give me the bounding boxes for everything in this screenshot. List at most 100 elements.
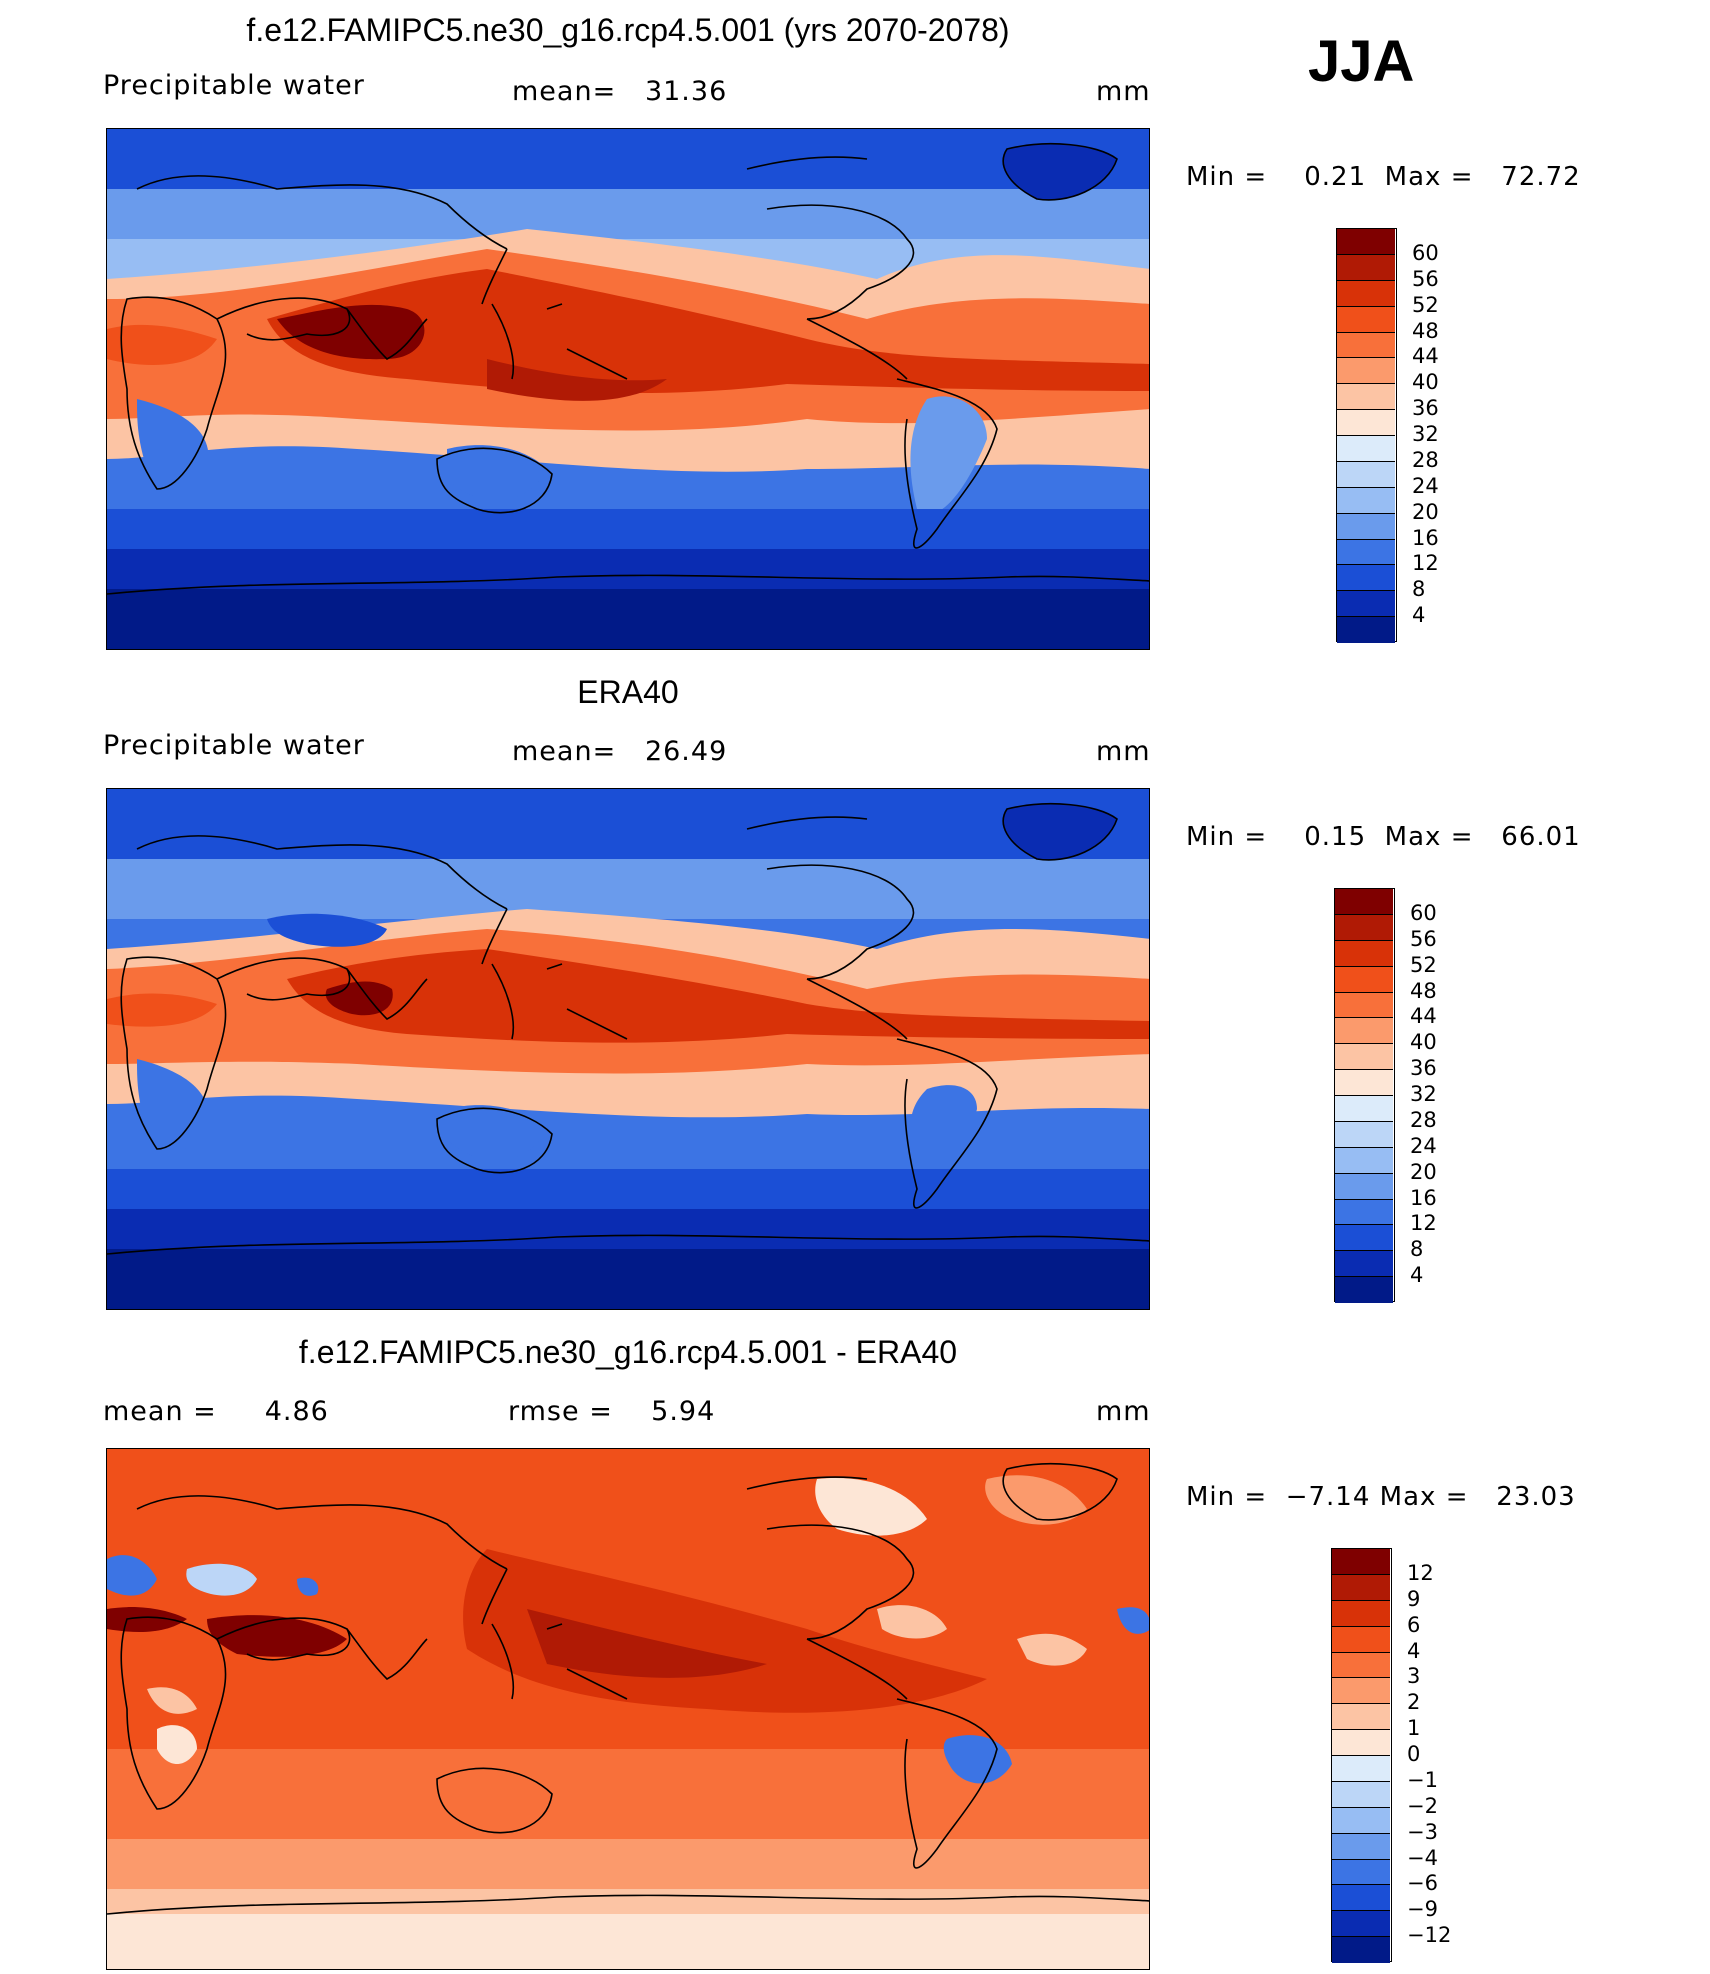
- colorbar-swatch: [1335, 966, 1393, 993]
- panel-1-title: f.e12.FAMIPC5.ne30_g16.rcp4.5.001 (yrs 2…: [246, 12, 1010, 48]
- colorbar-tick-label: 4: [1412, 603, 1426, 628]
- colorbar-tick-label: 24: [1412, 473, 1439, 498]
- season-label: JJA: [1308, 29, 1415, 94]
- colorbar-swatch: [1337, 513, 1395, 540]
- colorbar-swatch: [1335, 1018, 1393, 1045]
- colorbar-swatch: [1337, 280, 1395, 307]
- panel-1-map-field: [107, 129, 1149, 649]
- colorbar-swatch: [1332, 1600, 1390, 1627]
- colorbar-swatch: [1337, 229, 1395, 255]
- colorbar-tick-label: 12: [1410, 1211, 1437, 1236]
- colorbar-swatch: [1332, 1937, 1390, 1963]
- colorbar-swatch: [1337, 539, 1395, 566]
- colorbar-swatch: [1332, 1859, 1390, 1886]
- colorbar-swatch: [1337, 617, 1395, 643]
- colorbar-swatch: [1332, 1807, 1390, 1834]
- colorbar-tick-label: 0: [1407, 1742, 1421, 1766]
- panel-2-title: ERA40: [577, 674, 679, 710]
- colorbar-tick-label: 44: [1410, 1004, 1437, 1029]
- colorbar-tick-label: 48: [1412, 318, 1439, 343]
- panel-1-max-value: 72.72: [1501, 162, 1581, 192]
- colorbar-swatch: [1335, 889, 1393, 915]
- panel-2-min-value: 0.15: [1304, 822, 1367, 852]
- colorbar-tick-label: −12: [1407, 1923, 1452, 1948]
- colorbar-tick-label: 52: [1410, 952, 1437, 977]
- panel-1-colorbar-swatches: [1336, 228, 1397, 643]
- panel-3-rmse-label: rmse = 5.94: [508, 1396, 716, 1427]
- panel-2-map-field: [107, 789, 1149, 1309]
- panel-3-map: [106, 1448, 1150, 1970]
- colorbar-tick-label: −9: [1407, 1897, 1438, 1922]
- colorbar-swatch: [1335, 1251, 1393, 1278]
- colorbar-swatch: [1335, 992, 1393, 1019]
- colorbar-swatch: [1337, 384, 1395, 411]
- panel-1-field-label: Precipitable water: [103, 70, 365, 101]
- panel-3-max-value: 23.03: [1496, 1482, 1576, 1512]
- colorbar-tick-label: 24: [1410, 1133, 1437, 1158]
- colorbar-tick-label: 56: [1412, 266, 1439, 291]
- panel-1-mean-value: 31.36: [644, 76, 728, 107]
- colorbar-tick-label: −4: [1407, 1845, 1438, 1870]
- colorbar-tick-label: 16: [1412, 525, 1439, 550]
- colorbar-swatch: [1335, 914, 1393, 941]
- colorbar-tick-label: 60: [1412, 240, 1439, 265]
- panel-3-mean-value: 4.86: [264, 1396, 329, 1427]
- colorbar-tick-label: 56: [1410, 926, 1437, 951]
- panel-1-map: [106, 128, 1150, 650]
- panel-3-unit: mm: [1096, 1396, 1151, 1427]
- colorbar-swatch: [1332, 1678, 1390, 1705]
- colorbar-swatch: [1332, 1781, 1390, 1808]
- colorbar-tick-label: −6: [1407, 1871, 1438, 1896]
- colorbar-tick-label: 12: [1407, 1560, 1434, 1585]
- colorbar-tick-label: 32: [1410, 1082, 1437, 1106]
- colorbar-tick-label: 12: [1412, 551, 1439, 576]
- colorbar-swatch: [1335, 1173, 1393, 1200]
- panel-2-colorbar-swatches: [1334, 888, 1395, 1303]
- colorbar-tick-label: 4: [1407, 1638, 1421, 1663]
- panel-2-mean-value: 26.49: [644, 736, 728, 767]
- colorbar-tick-label: 1: [1407, 1716, 1421, 1741]
- colorbar-swatch: [1335, 1199, 1393, 1226]
- colorbar-swatch: [1337, 565, 1395, 592]
- panel-3-min-value: −7.14: [1285, 1482, 1371, 1512]
- colorbar-swatch: [1337, 358, 1395, 385]
- colorbar-tick-label: 32: [1412, 422, 1439, 446]
- panel-3-rmse-value: 5.94: [651, 1396, 716, 1427]
- colorbar-tick-label: 36: [1410, 1056, 1437, 1081]
- colorbar-swatch: [1335, 1121, 1393, 1148]
- colorbar-swatch: [1332, 1652, 1390, 1679]
- colorbar-tick-label: 20: [1412, 499, 1439, 524]
- panel-3-title: f.e12.FAMIPC5.ne30_g16.rcp4.5.001 - ERA4…: [298, 1334, 958, 1370]
- panel-2-unit: mm: [1096, 736, 1151, 767]
- colorbar-swatch: [1332, 1885, 1390, 1912]
- colorbar-swatch: [1332, 1730, 1390, 1756]
- colorbar-swatch: [1335, 1044, 1393, 1071]
- colorbar-tick-label: 40: [1412, 370, 1439, 395]
- colorbar-tick-label: 28: [1412, 447, 1439, 472]
- colorbar-tick-label: 6: [1407, 1612, 1421, 1637]
- colorbar-swatch: [1337, 332, 1395, 359]
- colorbar-swatch: [1337, 487, 1395, 514]
- colorbar-swatch: [1332, 1704, 1390, 1731]
- colorbar-tick-label: 9: [1407, 1586, 1421, 1611]
- colorbar-swatch: [1332, 1911, 1390, 1938]
- colorbar-tick-label: 20: [1410, 1159, 1437, 1184]
- colorbar-tick-label: 8: [1412, 577, 1426, 602]
- panel-2-minmax: Min = 0.15 Max = 66.01: [1186, 822, 1581, 852]
- colorbar-swatch: [1337, 410, 1395, 436]
- colorbar-tick-label: 28: [1410, 1107, 1437, 1132]
- colorbar-tick-label: 60: [1410, 900, 1437, 925]
- colorbar-swatch: [1332, 1756, 1390, 1782]
- panel-2-mean-label: mean= 26.49: [512, 736, 728, 767]
- panel-1-coastlines: [107, 143, 1149, 595]
- colorbar-tick-label: 4: [1410, 1263, 1424, 1288]
- colorbar-swatch: [1332, 1833, 1390, 1860]
- colorbar-tick-label: 48: [1410, 978, 1437, 1003]
- colorbar-swatch: [1335, 1096, 1393, 1122]
- colorbar-tick-label: 52: [1412, 292, 1439, 317]
- colorbar-swatch: [1337, 461, 1395, 488]
- colorbar-swatch: [1337, 254, 1395, 281]
- panel-3-map-field: [107, 1449, 1149, 1969]
- colorbar-tick-label: 16: [1410, 1185, 1437, 1210]
- colorbar-tick-label: 2: [1407, 1690, 1421, 1715]
